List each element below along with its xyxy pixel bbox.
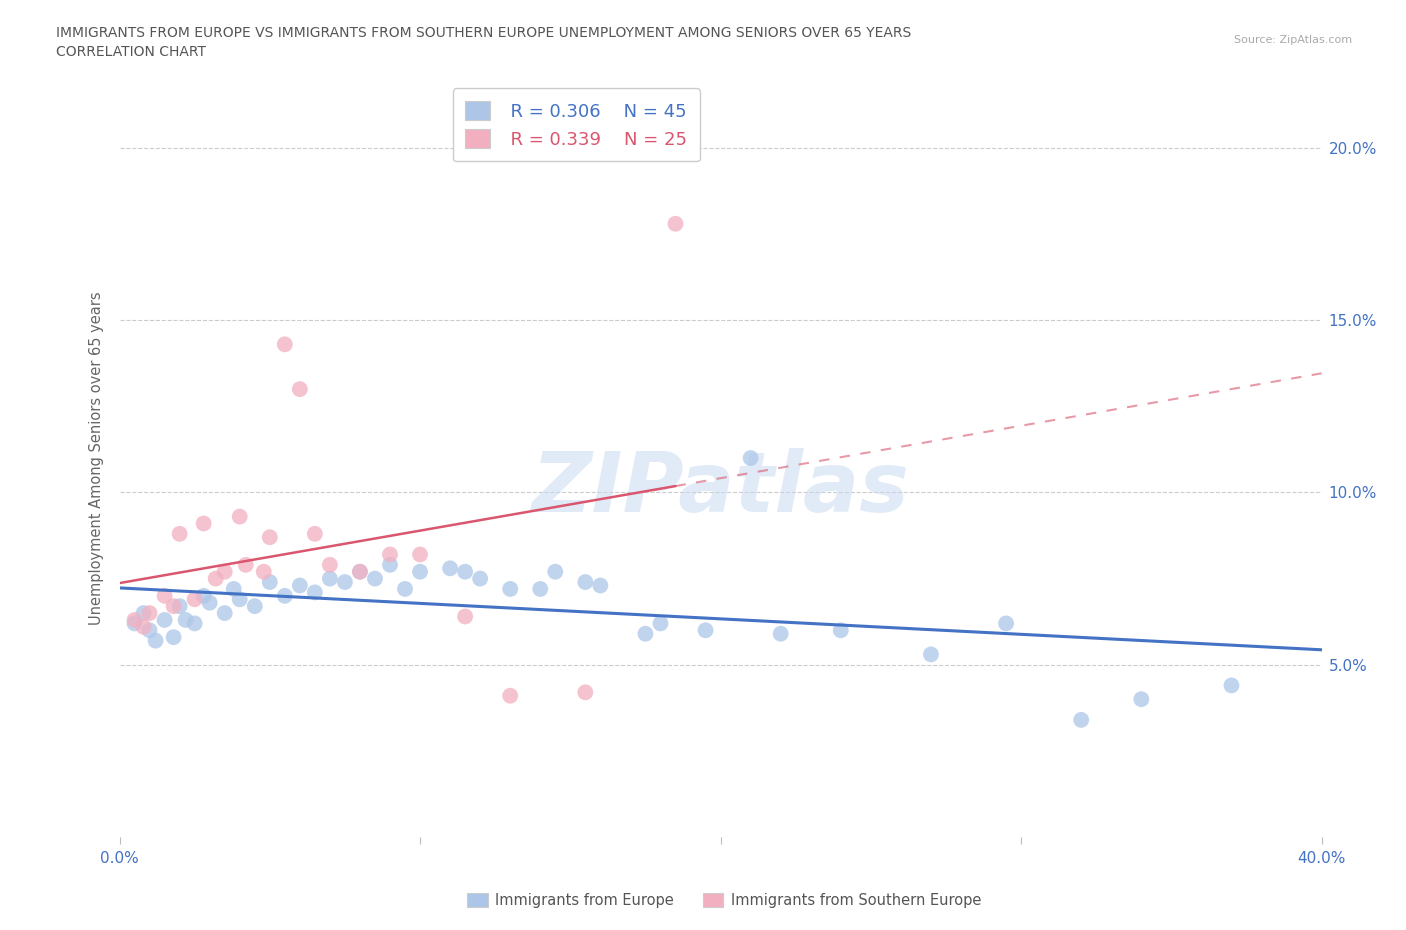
Point [454, 565, 477, 579]
Point [193, 589, 215, 604]
Point [183, 616, 205, 631]
Point [198, 595, 221, 610]
Point [132, 619, 155, 634]
Point [222, 581, 245, 596]
Point [274, 337, 297, 352]
Point [153, 589, 176, 604]
Point [124, 616, 146, 631]
Point [333, 575, 356, 590]
Point [650, 616, 672, 631]
Point [634, 626, 657, 641]
Point [830, 623, 852, 638]
Point [574, 575, 596, 590]
Point [769, 626, 792, 641]
Legend:   R = 0.306    N = 45,   R = 0.339    N = 25: R = 0.306 N = 45, R = 0.339 N = 25 [453, 88, 700, 161]
Point [132, 605, 155, 620]
Point [214, 565, 236, 579]
Point [174, 613, 197, 628]
Point [183, 591, 205, 606]
Point [288, 381, 311, 396]
Point [319, 557, 342, 572]
Point [409, 565, 432, 579]
Point [589, 578, 612, 593]
Point [259, 530, 281, 545]
Point [1220, 678, 1243, 693]
Point [499, 581, 522, 596]
Point [274, 589, 297, 604]
Point [228, 591, 252, 606]
Point [259, 575, 281, 590]
Point [349, 565, 371, 579]
Point [529, 581, 551, 596]
Point [145, 633, 167, 648]
Point [695, 623, 717, 638]
Point [1070, 712, 1092, 727]
Point [193, 516, 215, 531]
Point [304, 585, 326, 600]
Point [995, 616, 1018, 631]
Point [153, 613, 176, 628]
Point [228, 509, 252, 524]
Point [235, 557, 257, 572]
Point [124, 613, 146, 628]
Point [204, 571, 226, 586]
Point [243, 599, 266, 614]
Point [169, 526, 191, 541]
Point [138, 605, 160, 620]
Point [920, 647, 942, 662]
Text: ZIPatlas: ZIPatlas [531, 448, 910, 529]
Point [1130, 692, 1153, 707]
Text: IMMIGRANTS FROM EUROPE VS IMMIGRANTS FROM SOUTHERN EUROPE UNEMPLOYMENT AMONG SEN: IMMIGRANTS FROM EUROPE VS IMMIGRANTS FRO… [56, 26, 911, 40]
Point [544, 565, 567, 579]
Point [169, 599, 191, 614]
Point [319, 571, 342, 586]
Point [409, 547, 432, 562]
Point [740, 451, 762, 466]
Point [304, 526, 326, 541]
Point [162, 630, 184, 644]
Point [288, 578, 311, 593]
Point [138, 623, 160, 638]
Point [364, 571, 387, 586]
Point [349, 565, 371, 579]
Point [664, 217, 686, 232]
Point [574, 684, 596, 699]
Point [454, 609, 477, 624]
Text: CORRELATION CHART: CORRELATION CHART [56, 45, 207, 59]
Point [214, 605, 236, 620]
Legend: Immigrants from Europe, Immigrants from Southern Europe: Immigrants from Europe, Immigrants from … [460, 885, 988, 915]
Point [378, 547, 401, 562]
Point [499, 688, 522, 703]
Point [468, 571, 492, 586]
Y-axis label: Unemployment Among Seniors over 65 years: Unemployment Among Seniors over 65 years [89, 291, 104, 625]
Point [439, 561, 461, 576]
Point [253, 565, 276, 579]
Text: Source: ZipAtlas.com: Source: ZipAtlas.com [1234, 35, 1353, 46]
Point [394, 581, 416, 596]
Point [378, 557, 401, 572]
Point [162, 599, 184, 614]
